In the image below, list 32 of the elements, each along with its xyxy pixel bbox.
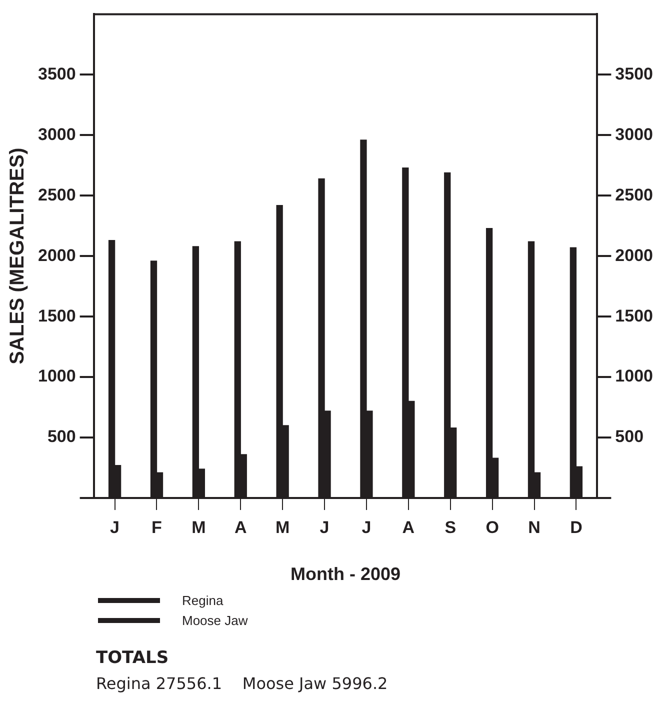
- y-tick-label: 2500: [38, 185, 76, 204]
- y2-tick-label: 3000: [615, 124, 654, 144]
- x-tick-label: J: [110, 518, 120, 537]
- y2-tick-label: 1000: [615, 366, 654, 386]
- y-tick-label: 3500: [38, 64, 76, 84]
- legend-label: Moose Jaw: [182, 612, 248, 628]
- y-axis-title: SALES (MEGALITRES): [6, 148, 29, 364]
- y2-tick-label: 500: [615, 427, 644, 446]
- y-tick-label: 2000: [38, 246, 76, 265]
- x-tick-label: F: [152, 518, 162, 537]
- y2-tick-label: 2500: [615, 185, 654, 204]
- legend-label: Regina: [182, 592, 224, 608]
- x-tick-label: A: [402, 518, 415, 537]
- y-tick-label: 500: [47, 427, 76, 446]
- y2-tick-label: 2000: [615, 246, 654, 265]
- x-tick-label: M: [275, 518, 290, 537]
- x-tick-label: O: [486, 518, 499, 537]
- x-axis-title: Month - 2009: [290, 564, 401, 584]
- text: Regina 27556.1 Moose Jaw 5996.2: [96, 674, 389, 693]
- y2-tick-label: 3500: [615, 64, 654, 84]
- y-tick-label: 1000: [38, 366, 76, 386]
- x-tick-label: S: [444, 518, 456, 537]
- x-tick-label: N: [528, 518, 540, 537]
- y-tick-label: 3000: [38, 124, 76, 144]
- y-tick-label: 1500: [38, 306, 76, 326]
- y2-tick-label: 1500: [615, 306, 654, 326]
- x-tick-label: M: [192, 518, 206, 537]
- text: TOTALS: [96, 648, 170, 668]
- x-tick-label: A: [234, 518, 247, 537]
- x-tick-label: J: [362, 518, 372, 537]
- x-tick-label: D: [570, 518, 582, 537]
- x-tick-label: J: [320, 518, 330, 537]
